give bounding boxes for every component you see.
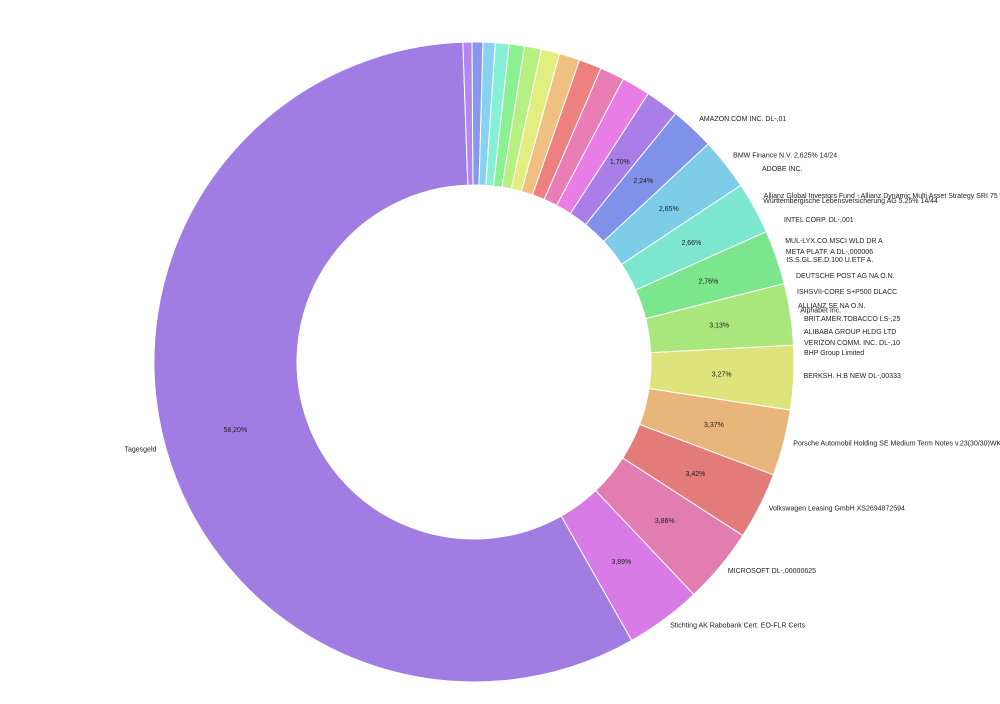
category-label-tagesgeld: Tagesgeld: [124, 447, 156, 454]
percent-label-tagesgeld: 58,20%: [223, 427, 247, 434]
category-label-volkswagen-leasing-gmbh-xs2694872594: Volkswagen Leasing GmbH XS2694872594: [769, 505, 905, 512]
category-label-bmw-finance-n-v-2-625-14-24: BMW Finance N.V. 2,625% 14/24: [733, 153, 837, 160]
category-label-is-s-gl-se-d-100-u-etf-a: IS.S.GL.SE.D.100 U.ETF A.: [786, 257, 873, 264]
category-label-alphabet-inc: Alphabet Inc.: [800, 308, 841, 315]
chart-category-labels: Tagesgeld Stichting AK Rabobank Cert. EO-…: [124, 116, 1000, 630]
percent-label-microsoft-dl-00000625: 3,86%: [655, 518, 675, 525]
percent-label-w-rttembergische-lebensversicherung-ag-5-25-14-44: 2,66%: [681, 240, 701, 247]
category-label-allianz-global-investors-fund-allianz-dynamic-multi-asset-strategy-sri-75-wt-eur: Allianz Global Investors Fund - Allianz …: [764, 193, 1000, 200]
percent-label-alphabet-inc: 3,13%: [709, 322, 729, 329]
category-label-intel-corp-dl-001: INTEL CORP. DL-,001: [784, 217, 854, 224]
category-label-microsoft-dl-00000625: MICROSOFT DL-,00000625: [728, 568, 816, 575]
chart-slices: [153, 41, 795, 683]
percent-label-adobe-inc: 1,70%: [610, 159, 630, 166]
percent-label-meta-platf-a-dl-000006: 2,76%: [698, 278, 718, 285]
category-label-allianz-se-na-o-n: ALLIANZ SE NA O.N.: [798, 303, 865, 310]
category-label-adobe-inc: ADOBE INC.: [762, 166, 803, 173]
category-label-berksh-h-b-new-dl-00333: BERKSH. H.B NEW DL-,00333: [804, 373, 901, 380]
percent-label-porsche-automobil-holding-se-medium-term-notes-v-23-30-30-wkn-a351sx-isin-xs2643320109: 3,37%: [704, 422, 724, 429]
percent-label-stichting-ak-rabobank-cert-eo-flr-certs: 3,89%: [611, 559, 631, 566]
percent-label-volkswagen-leasing-gmbh-xs2694872594: 3,42%: [686, 471, 706, 478]
category-label-alibaba-group-hldg-ltd: ALIBABA GROUP HLDG LTD: [804, 329, 896, 336]
slice-bhp-group-limited: [462, 41, 474, 186]
category-label-porsche-automobil-holding-se-medium-term-notes-v-23-30-30-wkn-a351sx-isin-xs2643320109: Porsche Automobil Holding SE Medium Term…: [793, 440, 1000, 447]
category-label-meta-platf-a-dl-000006: META PLATF. A DL-,000006: [786, 249, 873, 256]
percent-label-berksh-h-b-new-dl-00333: 3,27%: [712, 372, 732, 379]
category-label-mul-lyx-co-msci-wld-dr-a: MUL-LYX.CO.MSCI WLD DR A: [785, 238, 883, 245]
category-label-deutsche-post-ag-na-o-n: DEUTSCHE POST AG NA O.N.: [796, 273, 895, 280]
percent-label-amazon-com-inc-dl-01: 2,24%: [633, 178, 653, 185]
category-label-amazon-com-inc-dl-01: AMAZON.COM INC. DL-,01: [699, 116, 786, 123]
category-label-bhp-group-limited: BHP Group Limited: [804, 350, 864, 357]
percent-label-bmw-finance-n-v-2-625-14-24: 2,65%: [659, 206, 679, 213]
category-label-brit-amer-tobacco-ls-25: BRIT.AMER.TOBACCO LS-,25: [804, 316, 900, 323]
category-label-verizon-comm-inc-dl-10: VERIZON COMM. INC. DL-,10: [804, 340, 900, 347]
slice-tagesgeld: [153, 41, 633, 683]
category-label-ishsvii-core-s-p500-dlacc: ISHSVII-CORE S+P500 DLACC: [797, 289, 897, 296]
chart-percent-labels: 58,20% 3,89% 3,86% 3,42% 3,37% 3,27% 3,13% 2,76…: [223, 159, 731, 566]
category-label-w-rttembergische-lebensversicherung-ag-5-25-14-44: Württembergische Lebensversicherung AG 5…: [763, 198, 938, 205]
category-label-stichting-ak-rabobank-cert-eo-flr-certs: Stichting AK Rabobank Cert. EO-FLR Certs: [670, 622, 805, 629]
